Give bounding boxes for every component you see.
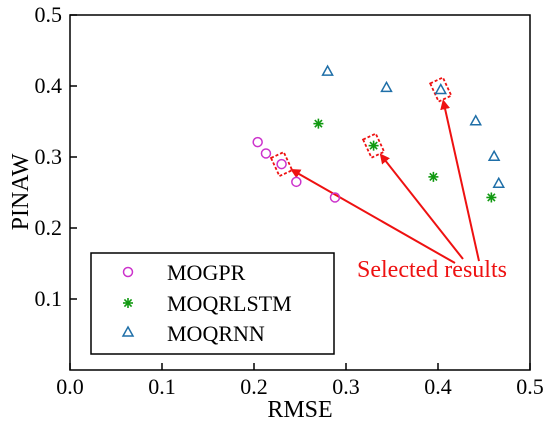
x-tick-label: 0.4 xyxy=(424,374,452,399)
legend-label-moqrnn: MOQRNN xyxy=(167,321,265,346)
x-tick-label: 0.3 xyxy=(332,374,360,399)
plot-frame xyxy=(69,14,531,371)
annotation-arrow xyxy=(440,99,480,262)
point-mogpr xyxy=(252,136,263,148)
y-tick-label: 0.3 xyxy=(35,144,63,169)
point-mogpr xyxy=(291,176,302,188)
point-mogpr xyxy=(276,158,287,170)
annotation-arrow xyxy=(290,169,456,264)
point-moqrnn xyxy=(487,149,501,162)
y-tick-label: 0.2 xyxy=(35,215,63,240)
selected-highlight-box xyxy=(269,150,294,178)
annotation-arrow xyxy=(379,153,464,260)
x-axis-label: RMSE xyxy=(267,397,332,423)
legend-label-moqrlstm: MOQRLSTM xyxy=(167,291,292,316)
point-moqrnn xyxy=(321,64,334,76)
point-mogpr xyxy=(260,148,272,159)
point-moqrnn xyxy=(380,80,393,93)
point-moqrnn xyxy=(469,114,482,126)
y-axis-label: PINAW xyxy=(8,153,34,230)
legend-asterisk-icon xyxy=(123,298,133,308)
scatter-points xyxy=(252,64,505,203)
point-moqrlstm xyxy=(428,171,439,182)
x-tick-label: 0.0 xyxy=(56,374,84,399)
legend-item-moqrnn: MOQRNN xyxy=(121,321,265,346)
point-moqrlstm xyxy=(486,192,497,203)
legend-item-moqrlstm: MOQRLSTM xyxy=(123,291,292,316)
selected-highlights xyxy=(269,76,453,178)
x-axis: 0.0 0.1 0.2 0.3 0.4 0.5 xyxy=(56,363,544,399)
point-mogpr xyxy=(329,192,341,203)
legend-item-mogpr: MOGPR xyxy=(122,260,246,285)
point-moqrnn xyxy=(434,83,448,95)
point-moqrlstm xyxy=(368,140,379,151)
annotation-label: Selected results xyxy=(357,257,507,283)
legend-triangle-icon xyxy=(121,325,135,337)
x-tick-label: 0.2 xyxy=(240,374,268,399)
x-tick-label: 0.5 xyxy=(516,374,544,399)
selected-results-annotation: Selected results xyxy=(290,99,507,283)
y-axis: 0.1 0.2 0.3 0.4 0.5 xyxy=(35,2,77,311)
y-tick-label: 0.5 xyxy=(35,2,63,27)
selected-highlight-box xyxy=(361,132,386,159)
x-tick-label: 0.1 xyxy=(148,374,176,399)
point-moqrlstm xyxy=(313,118,324,129)
legend: MOGPR MOQRLSTM MOQRNN xyxy=(90,252,335,355)
legend-circle-icon xyxy=(122,266,134,278)
legend-label-mogpr: MOGPR xyxy=(167,260,246,285)
point-moqrnn xyxy=(492,176,505,189)
y-tick-label: 0.4 xyxy=(35,73,63,98)
selected-highlight-box xyxy=(428,76,453,103)
y-tick-label: 0.1 xyxy=(35,286,63,311)
